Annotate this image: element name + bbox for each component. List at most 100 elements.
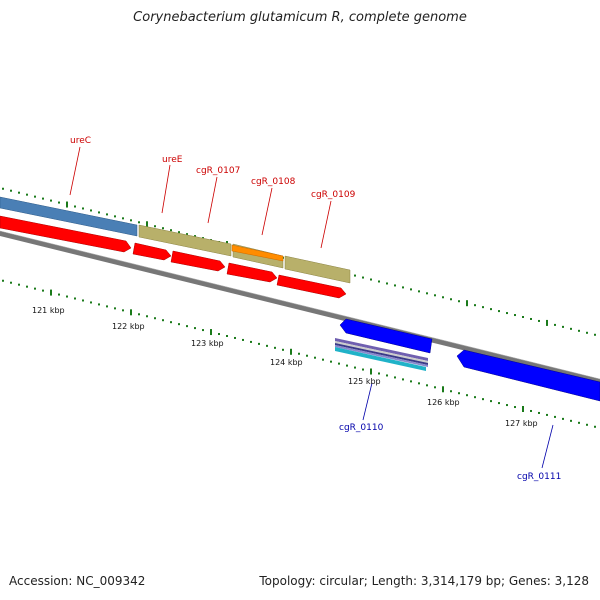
- minor-tick: [58, 293, 60, 296]
- cds-reverse-track: [335, 318, 600, 402]
- label-leader-line: [320, 200, 332, 249]
- minor-tick: [114, 307, 116, 310]
- minor-tick: [458, 392, 460, 395]
- gene-bar-ureE[interactable]: [138, 224, 232, 257]
- minor-tick: [418, 290, 420, 293]
- minor-tick: [186, 233, 188, 236]
- minor-tick: [170, 321, 172, 324]
- minor-tick: [586, 331, 588, 334]
- minor-tick: [90, 209, 92, 212]
- gene-label-cgR_0109[interactable]: cgR_0109: [311, 190, 356, 200]
- minor-tick: [506, 312, 508, 315]
- minor-tick: [282, 348, 284, 351]
- minor-tick: [250, 340, 252, 343]
- minor-tick: [2, 279, 4, 282]
- label-leader-line: [69, 146, 81, 196]
- gene-label-cgR_0111[interactable]: cgR_0111: [517, 472, 561, 482]
- cds-arrow-2[interactable]: [132, 242, 172, 261]
- minor-tick: [386, 374, 388, 377]
- minor-tick: [506, 404, 508, 407]
- minor-tick: [178, 323, 180, 326]
- minor-tick: [242, 338, 244, 341]
- scale-label: 125 kbp: [348, 377, 381, 386]
- minor-tick: [106, 305, 108, 308]
- minor-tick: [26, 285, 28, 288]
- minor-tick: [106, 213, 108, 216]
- label-leader-line: [362, 382, 373, 421]
- minor-tick: [170, 229, 172, 232]
- minor-tick: [58, 201, 60, 204]
- minor-tick: [362, 368, 364, 371]
- minor-tick: [554, 415, 556, 418]
- minor-tick: [570, 419, 572, 422]
- minor-tick: [362, 276, 364, 279]
- label-leader-line: [207, 176, 218, 224]
- lower-tick-track: [2, 279, 596, 428]
- gene-track: [0, 196, 351, 284]
- minor-tick: [138, 313, 140, 316]
- gene-label-cgR_0108[interactable]: cgR_0108: [251, 177, 296, 187]
- minor-tick: [562, 417, 564, 420]
- striped-feature-cgR_0110[interactable]: [335, 338, 428, 371]
- minor-tick: [402, 286, 404, 289]
- minor-tick: [66, 295, 68, 298]
- minor-tick: [330, 360, 332, 363]
- minor-tick: [298, 352, 300, 355]
- minor-tick: [234, 336, 236, 339]
- minor-tick: [594, 425, 596, 428]
- minor-tick: [74, 205, 76, 208]
- gene-label-cgR_0107[interactable]: cgR_0107: [196, 166, 240, 176]
- minor-tick: [138, 221, 140, 224]
- label-leader-line: [161, 164, 171, 214]
- feature-labels: ureC ureE cgR_0107 cgR_0108 cgR_0109 cgR_0110…: [69, 136, 561, 482]
- minor-tick: [162, 227, 164, 230]
- minor-tick: [578, 329, 580, 332]
- gene-label-ureC[interactable]: ureC: [70, 136, 91, 146]
- minor-tick: [402, 378, 404, 381]
- cds-arrow-5[interactable]: [276, 274, 347, 299]
- scale-label: 122 kbp: [112, 322, 145, 331]
- minor-tick: [426, 384, 428, 387]
- minor-tick: [410, 380, 412, 383]
- accession-text: Accession: NC_009342: [9, 574, 146, 588]
- cds-arrow-4[interactable]: [226, 262, 278, 283]
- genome-backbone: [0, 230, 600, 384]
- minor-tick: [122, 217, 124, 220]
- minor-tick: [490, 400, 492, 403]
- genome-title: Corynebacterium glutamicum R, complete g…: [133, 10, 467, 25]
- gene-label-ureE[interactable]: ureE: [162, 155, 183, 165]
- minor-tick: [562, 325, 564, 328]
- minor-tick: [482, 398, 484, 401]
- minor-tick: [202, 329, 204, 332]
- scale-label: 126 kbp: [427, 398, 460, 407]
- minor-tick: [26, 193, 28, 196]
- minor-tick: [146, 315, 148, 318]
- minor-tick: [338, 362, 340, 365]
- gene-bar-cgR_0109[interactable]: [284, 255, 351, 284]
- minor-tick: [82, 299, 84, 302]
- label-leader-line: [261, 187, 273, 236]
- minor-tick: [194, 235, 196, 238]
- gene-bar-ureC[interactable]: [0, 196, 138, 237]
- gene-label-cgR_0110[interactable]: cgR_0110: [339, 423, 384, 433]
- minor-tick: [346, 364, 348, 367]
- reverse-cds-arrow-1[interactable]: [339, 318, 433, 354]
- scale-labels: 121 kbp 122 kbp 123 kbp 124 kbp 125 kbp 126 k…: [32, 306, 538, 428]
- minor-tick: [538, 411, 540, 414]
- minor-tick: [34, 195, 36, 198]
- reverse-cds-arrow-2[interactable]: [456, 349, 600, 402]
- minor-tick: [514, 406, 516, 409]
- minor-tick: [474, 304, 476, 307]
- scale-label: 121 kbp: [32, 306, 65, 315]
- minor-tick: [90, 301, 92, 304]
- minor-tick: [186, 325, 188, 328]
- gene-bar-cgR_0108[interactable]: [231, 244, 284, 262]
- minor-tick: [578, 421, 580, 424]
- cds-arrow-3[interactable]: [170, 250, 226, 272]
- minor-tick: [418, 382, 420, 385]
- minor-tick: [122, 309, 124, 312]
- scale-label: 124 kbp: [270, 358, 303, 367]
- minor-tick: [442, 296, 444, 299]
- cds-arrow-1[interactable]: [0, 215, 132, 253]
